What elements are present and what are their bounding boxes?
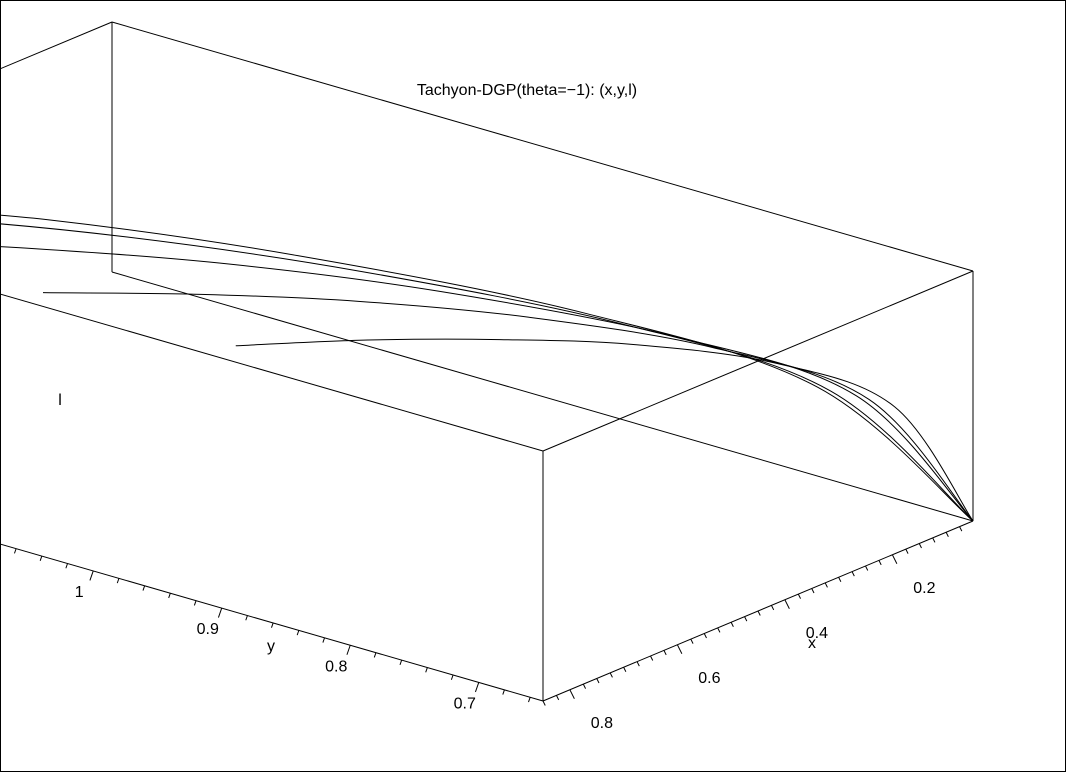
- x-tick: [650, 655, 654, 661]
- y-tick: [399, 659, 403, 666]
- box-edge-6: [111, 21, 974, 272]
- box-edge-8: [0, 21, 113, 70]
- x-tick: [851, 571, 855, 577]
- y-tick: [373, 652, 377, 658]
- x-tick: [811, 588, 815, 594]
- x-axis-label: x: [808, 635, 816, 652]
- axis-tick-labels: 0.20.40.60.80.70.80.911.11.21.30.20.40.6…: [75, 580, 936, 732]
- y-tick: [13, 548, 17, 554]
- y-tick: [528, 697, 531, 703]
- x-tick: [770, 605, 775, 611]
- x-tick: [542, 700, 546, 706]
- y-tick: [502, 689, 505, 695]
- x-tick: [730, 622, 734, 627]
- y-tick-label-3: 1: [75, 584, 84, 601]
- x-tick: [690, 638, 694, 644]
- x-tick: [784, 599, 790, 609]
- y-tick-label-2: 0.9: [197, 621, 219, 638]
- x-tick: [878, 560, 882, 566]
- x-tick: [757, 610, 761, 616]
- y-tick: [65, 563, 68, 569]
- y-tick-label-0: 0.7: [454, 695, 476, 712]
- box-edges: [0, 21, 974, 702]
- y-tick: [116, 578, 120, 584]
- x-tick: [891, 554, 898, 564]
- x-tick: [703, 633, 707, 639]
- y-tick: [217, 607, 223, 618]
- x-tick-label-1: 0.4: [806, 625, 828, 642]
- y-tick: [39, 555, 43, 561]
- z-axis-label: l: [58, 392, 62, 409]
- x-tick: [905, 548, 909, 554]
- box-edge-1: [111, 271, 974, 522]
- x-tick: [623, 667, 627, 672]
- x-tick: [824, 582, 828, 588]
- y-tick-label-1: 0.8: [325, 658, 347, 675]
- x-tick: [797, 593, 802, 599]
- y-tick: [474, 682, 480, 693]
- series-group: [0, 214, 974, 522]
- box-edge-7: [0, 293, 544, 452]
- y-tick: [346, 645, 351, 655]
- x-tick: [945, 532, 949, 537]
- x-tick: [932, 537, 936, 543]
- series-line-2: [42, 292, 974, 522]
- x-tick-label-3: 0.8: [591, 715, 613, 732]
- y-tick: [322, 637, 326, 643]
- x-tick: [663, 650, 667, 656]
- x-tick: [744, 616, 748, 622]
- x-tick: [582, 683, 587, 689]
- x-tick: [636, 661, 640, 667]
- x-tick: [569, 689, 575, 699]
- chart-title: Tachyon-DGP(theta=−1): (x,y,l): [417, 82, 637, 99]
- x-tick: [838, 577, 842, 582]
- y-tick: [245, 615, 248, 621]
- x-tick-label-2: 0.6: [698, 670, 720, 687]
- y-tick: [89, 570, 94, 581]
- y-tick: [168, 593, 171, 599]
- x-tick-label-0: 0.2: [913, 580, 935, 597]
- series-line-4: [0, 223, 974, 522]
- box-edge-9: [0, 543, 544, 702]
- y-tick: [425, 667, 428, 673]
- x-tick: [918, 543, 922, 549]
- axis-ticks: [13, 526, 963, 706]
- series-line-3: [0, 246, 974, 522]
- x-tick: [959, 526, 963, 532]
- y-tick: [193, 600, 197, 606]
- y-tick: [271, 622, 274, 628]
- x-tick: [555, 695, 560, 701]
- x-tick: [865, 565, 869, 571]
- y-tick: [142, 585, 146, 591]
- y-tick: [450, 674, 454, 680]
- series-line-5: [0, 214, 974, 522]
- x-tick: [717, 627, 721, 633]
- y-axis-label: y: [267, 638, 275, 655]
- x-tick: [676, 644, 683, 654]
- series-line-1: [235, 338, 974, 522]
- y-tick: [296, 630, 300, 636]
- x-tick: [596, 678, 600, 684]
- x-tick: [609, 672, 613, 678]
